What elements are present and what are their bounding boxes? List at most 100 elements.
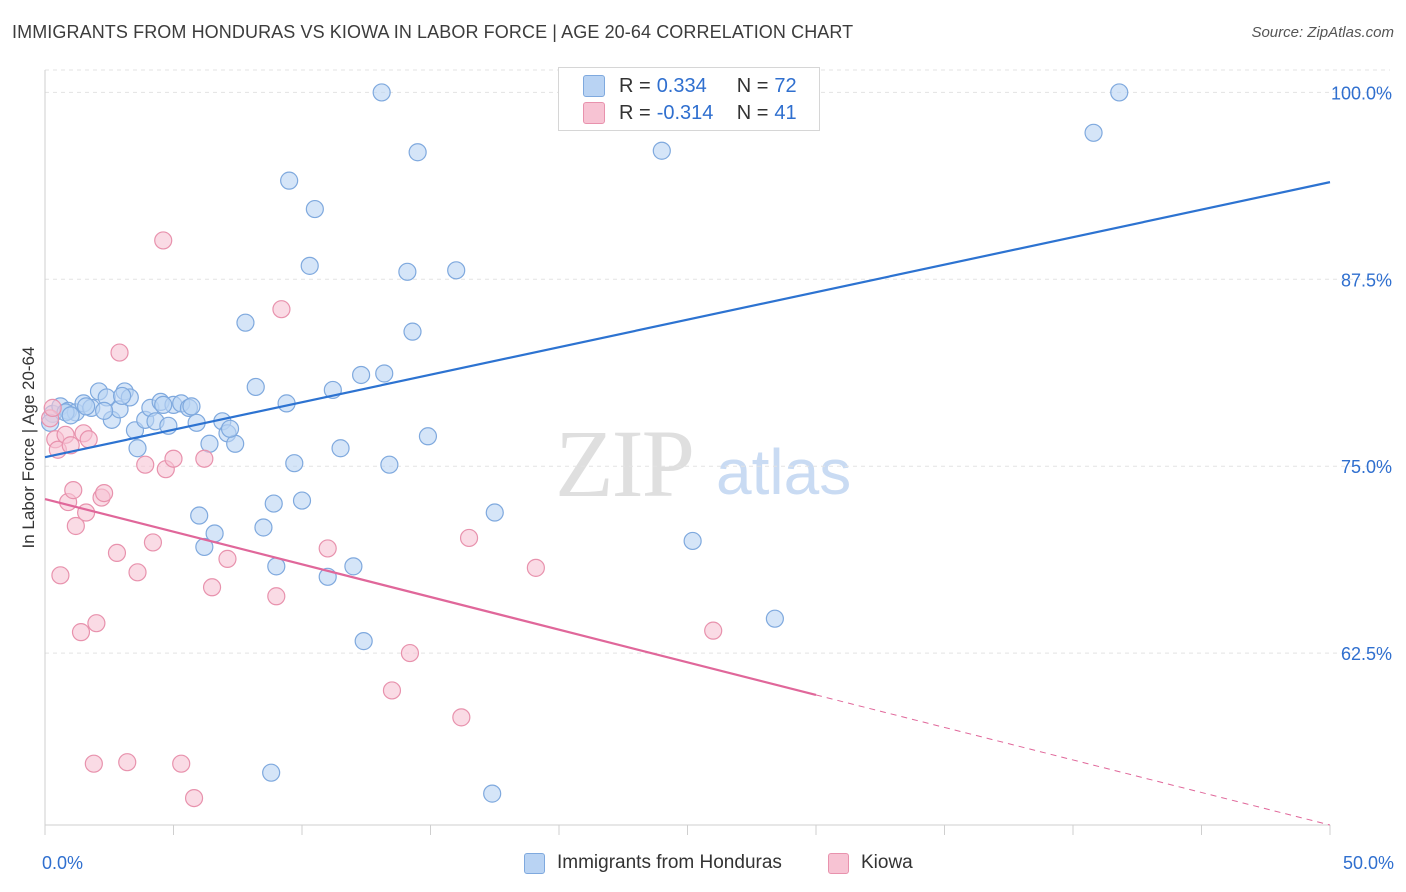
kiowa-point [154,231,173,250]
series-legend-kiowa[interactable]: Kiowa [828,852,913,874]
kiowa-point [128,563,147,582]
legend-row-kiowa: R = -0.314 N = 41 [583,100,814,126]
kiowa-point [704,621,723,640]
source-label: Source: ZipAtlas.com [1251,24,1394,41]
legend-row-honduras: R = 0.334 N = 72 [583,73,814,99]
kiowa-point [66,516,85,536]
honduras-point [61,406,80,425]
honduras-point [403,322,422,341]
kiowa-point [526,558,545,577]
honduras-point [375,364,394,383]
kiowa-point [110,343,129,362]
honduras-trendline [44,181,1331,459]
kiowa-point [172,754,191,773]
honduras-point [305,199,324,219]
kiowa-point [43,398,62,417]
legend-r-value: 0.334 [656,74,707,97]
kiowa-point [218,549,237,568]
kiowa-point [143,533,163,552]
series-legend: Immigrants from Honduras Kiowa [0,852,1406,878]
honduras-point [205,524,224,543]
kiowa-point [118,753,137,772]
legend-swatch-honduras [583,75,605,97]
honduras-point [190,506,209,525]
y-tick-label: 87.5% [1341,270,1392,290]
honduras-point [380,455,399,474]
kiowa-point [51,566,70,585]
kiowa-point [87,614,106,633]
watermark-zip: ZIP [555,410,695,517]
watermark-atlas: atlas [716,436,852,508]
honduras-point [1110,83,1129,102]
kiowa-point [459,528,479,548]
kiowa-trendline [815,694,1331,826]
legend-r-value: -0.314 [656,101,714,124]
kiowa-point [79,430,98,449]
correlation-legend: R = 0.334 N = 72 R = -0.314 N = 41 [558,67,820,131]
legend-n-label: N = [736,101,769,124]
kiowa-point [267,587,286,606]
honduras-point [483,784,502,803]
honduras-point [264,494,283,513]
kiowa-point [272,300,291,319]
kiowa-point [382,681,402,700]
kiowa-point [202,578,222,597]
chart-title: IMMIGRANTS FROM HONDURAS VS KIOWA IN LAB… [12,22,854,42]
series-swatch-kiowa [828,852,849,874]
honduras-point [246,377,265,397]
honduras-point [372,83,391,102]
series-swatch-honduras [524,852,545,874]
y-axis-label: In Labor Force | Age 20-64 [19,347,38,549]
kiowa-point [61,436,80,455]
honduras-point [652,141,671,160]
honduras-point [354,632,373,651]
honduras-point [220,419,240,438]
honduras-point [280,171,299,190]
legend-n-label: N = [736,74,769,97]
kiowa-point [84,754,103,773]
honduras-point [408,143,427,162]
legend-swatch-kiowa [583,102,605,124]
honduras-point [352,365,371,385]
kiowa-point [64,481,83,500]
honduras-point [182,397,201,416]
kiowa-point [136,455,155,474]
honduras-point [292,491,312,510]
legend-r-label: R = [619,74,651,97]
kiowa-point [95,483,114,503]
kiowa-point [184,788,204,808]
x-tick-label: 50.0% [1343,853,1394,873]
series-legend-label: Kiowa [861,852,913,873]
kiowa-point [77,503,96,522]
series-legend-label: Immigrants from Honduras [557,852,782,873]
honduras-point [128,439,147,458]
kiowa-trendline [44,498,817,696]
honduras-point [77,397,96,416]
x-tick-label: 0.0% [42,853,83,873]
honduras-point [1084,123,1103,142]
honduras-point [447,261,466,280]
series-legend-honduras[interactable]: Immigrants from Honduras [524,852,782,874]
honduras-point [254,518,273,537]
honduras-point [262,763,281,782]
legend-n-value: 41 [774,101,797,124]
legend-r-label: R = [619,101,651,124]
honduras-point [765,609,784,628]
honduras-point [285,454,304,473]
legend-n-value: 72 [774,74,797,97]
honduras-point [418,427,438,446]
y-tick-label: 62.5% [1341,644,1392,664]
honduras-point [95,401,114,420]
honduras-point [300,256,319,275]
kiowa-point [452,708,471,727]
kiowa-point [107,543,127,563]
honduras-point [154,395,173,414]
honduras-point [331,439,350,458]
y-tick-label: 100.0% [1331,83,1392,103]
honduras-point [683,531,702,551]
kiowa-point [318,539,337,558]
honduras-point [485,503,504,522]
honduras-point [344,557,363,576]
kiowa-point [164,449,183,468]
